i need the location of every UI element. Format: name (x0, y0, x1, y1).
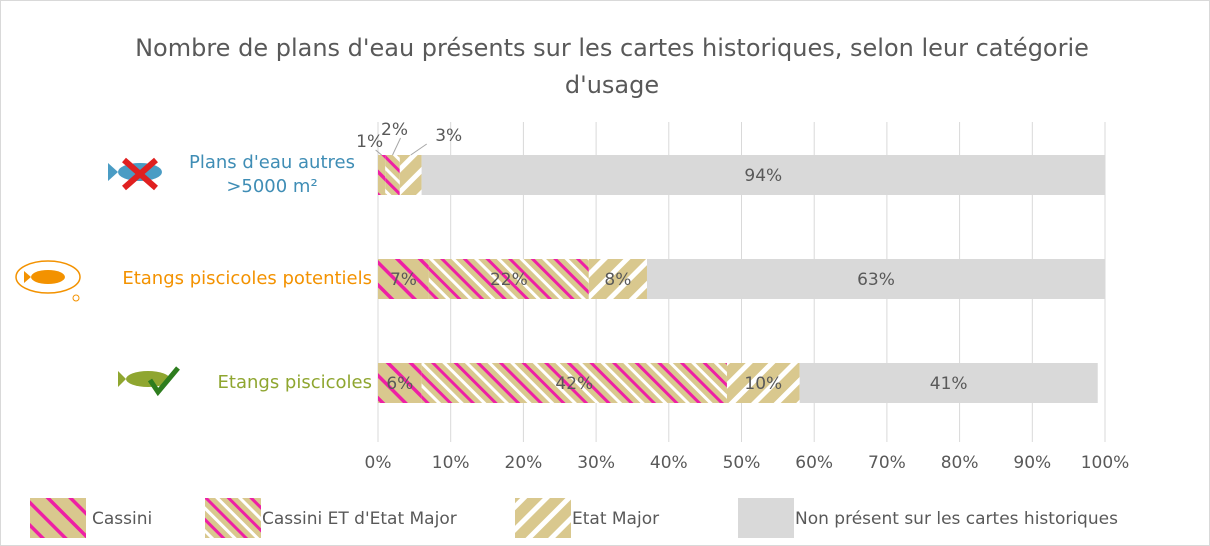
legend-swatch (205, 498, 261, 538)
x-tick-label: 50% (723, 453, 761, 473)
bar-segment (421, 155, 1105, 195)
bar-segment (378, 155, 386, 195)
data-label: 3% (435, 126, 462, 146)
x-tick-label: 100% (1081, 453, 1130, 473)
category-label: Etangs piscicoles potentiels (122, 268, 372, 289)
x-tick-label: 20% (505, 453, 543, 473)
x-tick-label: 0% (365, 453, 392, 473)
category-label: Plans d'eau autres >5000 m² (189, 152, 355, 197)
bar-segment (378, 363, 422, 403)
legend-swatch (30, 498, 86, 538)
x-tick-label: 60% (795, 453, 833, 473)
category-label: Etangs piscicoles (217, 372, 372, 393)
x-tick-label: 80% (941, 453, 979, 473)
x-tick-label: 10% (432, 453, 470, 473)
bar-segment (399, 155, 422, 195)
bar-segment (646, 259, 1105, 299)
data-label: 7% (390, 270, 417, 290)
data-label: 6% (386, 374, 413, 394)
bar-segment (799, 363, 1098, 403)
bar-segment (588, 259, 647, 299)
data-label: 10% (744, 374, 782, 394)
data-label: 94% (744, 166, 782, 186)
fish-icon-crossed (108, 157, 162, 191)
leader-line (375, 149, 382, 156)
x-tick-label: 90% (1013, 453, 1051, 473)
legend-swatch (738, 498, 794, 538)
data-label: 63% (857, 270, 895, 290)
bar-segment (428, 259, 589, 299)
legend-label: Etat Major (572, 509, 659, 529)
x-tick-label: 30% (577, 453, 615, 473)
legend-label: Cassini (92, 509, 152, 529)
bar-segment (378, 259, 429, 299)
legend-swatch (515, 498, 571, 538)
bar-segment (421, 363, 727, 403)
data-label: 41% (930, 374, 968, 394)
x-tick-label: 40% (650, 453, 688, 473)
data-label: 1% (356, 132, 383, 152)
bar-segment (385, 155, 400, 195)
leader-line (410, 143, 427, 156)
data-label: 2% (381, 120, 408, 140)
fish-icon-thought (15, 260, 81, 302)
legend-label: Non présent sur les cartes historiques (795, 509, 1118, 529)
data-label: 22% (490, 270, 528, 290)
bar-segment (726, 363, 800, 403)
fish-icon-check (118, 366, 180, 397)
leader-line (392, 137, 401, 156)
data-label: 8% (604, 270, 631, 290)
data-label: 42% (555, 374, 593, 394)
chart-title: Nombre de plans d'eau présents sur les c… (135, 34, 1089, 99)
x-tick-label: 70% (868, 453, 906, 473)
legend-label: Cassini ET d'Etat Major (262, 509, 457, 529)
